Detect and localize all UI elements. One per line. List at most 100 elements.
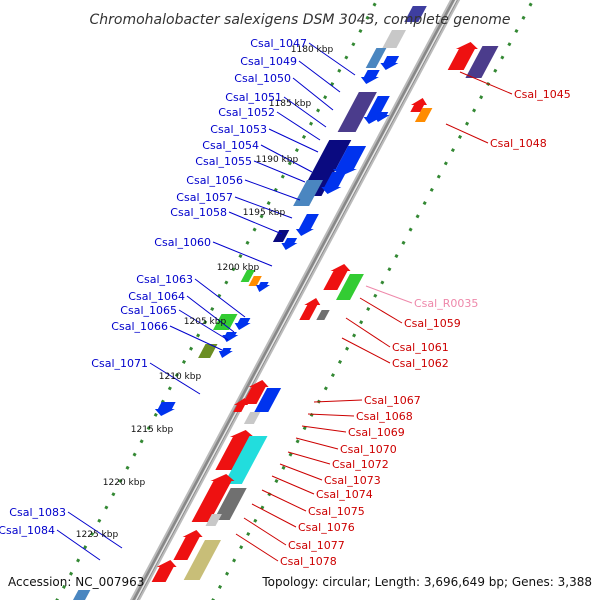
gene-label-right: Csal_1076 [298, 521, 355, 534]
gene-label-right: Csal_1045 [514, 88, 571, 101]
gene-feature [295, 214, 319, 236]
gene-feature [234, 318, 251, 330]
leader-line [268, 128, 319, 153]
leader-line [295, 437, 339, 450]
gene-label-left: Csal_1071 [91, 357, 148, 370]
gene-feature [254, 388, 282, 412]
gene-feature [256, 282, 270, 292]
leader-line [292, 77, 334, 111]
leader-line [308, 42, 356, 76]
gene-feature [332, 146, 367, 176]
gene-feature [215, 430, 254, 470]
leader-line [149, 362, 201, 395]
scale-tick-label: 1215 kbp [131, 425, 174, 435]
gene-feature [243, 412, 261, 424]
gene-label-left: Csal_1047 [250, 37, 307, 50]
gene-label-right: Csal_1062 [392, 357, 449, 370]
scale-tick-label: 1220 kbp [103, 478, 146, 488]
gene-label-left: Csal_1083 [9, 506, 66, 519]
gene-label-right: Csal_1068 [356, 410, 413, 423]
gene-feature [323, 264, 351, 290]
gene-label-right: Csal_1075 [308, 505, 365, 518]
scale-tick-label: 1200 kbp [217, 263, 260, 273]
gene-feature [363, 96, 390, 124]
leader-line [243, 517, 287, 546]
leader-line [67, 511, 123, 549]
gene-label-right: Csal_1074 [316, 488, 373, 501]
gene-label-left: Csal_1051 [225, 91, 282, 104]
gene-feature [404, 6, 427, 22]
gene-label-left: Csal_1057 [176, 191, 233, 204]
gene-feature [233, 398, 248, 412]
gene-feature [205, 514, 222, 526]
gene-feature [248, 276, 262, 286]
gene-label-left: Csal_1064 [128, 290, 185, 303]
gene-label-left: Csal_1063 [136, 273, 193, 286]
leader-line [169, 325, 223, 351]
leader-line [298, 60, 341, 93]
gene-label-right: Csal_1072 [332, 458, 389, 471]
gene-label-right: Csal_1059 [404, 317, 461, 330]
gene-label-left: Csal_1065 [120, 304, 177, 317]
gene-label-right: Csal_1078 [280, 555, 337, 568]
gene-feature [213, 488, 247, 520]
leader-line [271, 475, 315, 495]
gene-feature [151, 560, 177, 582]
leader-line [251, 503, 297, 528]
leader-line [313, 399, 363, 403]
gene-feature [213, 314, 238, 330]
gene-feature [281, 238, 298, 250]
scale-tick-label: 1185 kbp [269, 99, 312, 109]
gene-label-left: Csal_1058 [170, 206, 227, 219]
scale-tick-label: 1210 kbp [159, 372, 202, 382]
leader-line [307, 413, 355, 417]
gene-feature [223, 436, 268, 484]
scale-tick-label: 1180 kbp [291, 45, 334, 55]
leader-line [345, 317, 391, 348]
leader-line [186, 295, 235, 333]
gene-label-left: Csal_1050 [234, 72, 291, 85]
map-title: Chromohalobacter salexigens DSM 3043, co… [90, 12, 511, 28]
gene-label-left: Csal_1060 [154, 236, 211, 249]
gene-label-right: Csal_1067 [364, 394, 421, 407]
gene-label-left: Csal_1052 [218, 106, 275, 119]
backbone-highlight [135, 0, 457, 600]
gene-feature [240, 270, 255, 282]
gene-label-right: Csal_1070 [340, 443, 397, 456]
gene-label-right: Csal_1077 [288, 539, 345, 552]
gene-label-left: Csal_1054 [202, 139, 259, 152]
leader-line [279, 463, 323, 481]
gene-feature [373, 112, 390, 122]
leader-line [276, 111, 321, 141]
gene-feature [191, 474, 235, 522]
gene-feature [321, 172, 347, 194]
gene-label-left: Csal_1084 [0, 524, 55, 537]
gene-feature [222, 332, 239, 342]
gene-feature [447, 42, 478, 70]
gene-feature [183, 540, 221, 580]
gene-label-right: Csal_R0035 [414, 297, 478, 310]
gene-feature [218, 348, 233, 358]
leader-line [301, 425, 347, 433]
gene-label-right: Csal_1048 [490, 137, 547, 150]
leader-line [244, 179, 301, 201]
leader-line [178, 309, 229, 341]
leader-line [234, 196, 293, 219]
gene-label-left: Csal_1049 [240, 55, 297, 68]
leader-line [283, 96, 327, 128]
leader-line [341, 337, 391, 364]
leader-line [212, 241, 273, 267]
gc-track-left [55, 0, 379, 600]
gene-feature [336, 274, 364, 300]
leader-line [56, 529, 101, 561]
leader-line [260, 144, 313, 173]
gene-feature [154, 402, 176, 416]
gene-feature [380, 56, 400, 70]
gene-feature [337, 92, 377, 132]
leader-line [445, 123, 489, 144]
leader-line [261, 489, 307, 512]
leader-line [235, 533, 279, 562]
gene-feature [173, 530, 203, 560]
leader-line [459, 71, 513, 95]
